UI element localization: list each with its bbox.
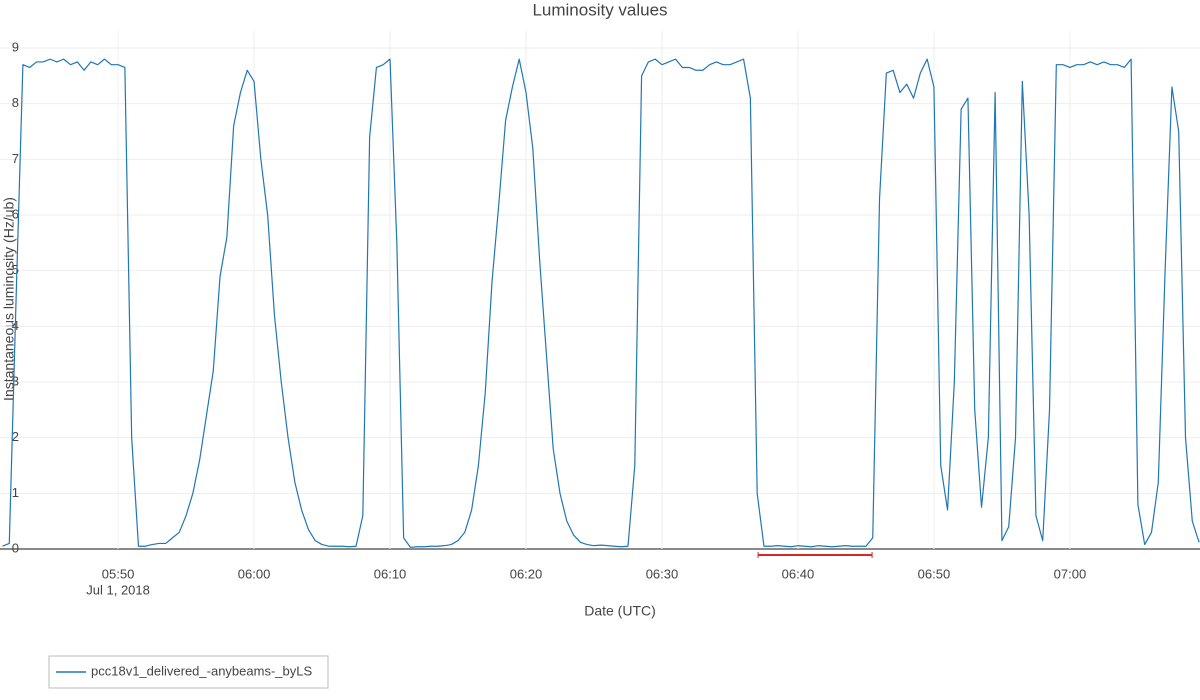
y-tick-label: 2 — [12, 429, 19, 444]
x-tick-label: 06:10 — [374, 566, 407, 581]
y-axis-title: Instantaneous luminosity (Hz/ub) — [1, 197, 17, 401]
x-tick-label: 05:50 — [102, 566, 135, 581]
x-axis-title: Date (UTC) — [584, 603, 656, 619]
y-tick-label: 3 — [12, 373, 19, 388]
x-tick-label: 06:40 — [782, 566, 815, 581]
y-tick-label: 9 — [12, 39, 19, 54]
x-tick-label: 06:20 — [510, 566, 543, 581]
legend-label: pcc18v1_delivered_-anybeams-_byLS — [91, 663, 312, 678]
x-tick-label: 06:00 — [238, 566, 271, 581]
y-tick-label: 5 — [12, 262, 19, 277]
data-line — [2, 58, 1200, 548]
y-tick-label: 7 — [12, 151, 19, 166]
y-tick-label: 6 — [12, 206, 19, 221]
y-tick-label: 8 — [12, 95, 19, 110]
legend-box — [48, 655, 329, 689]
y-tick-label: 0 — [12, 540, 19, 555]
x-tick-label: 06:30 — [646, 566, 679, 581]
y-tick-label: 1 — [12, 485, 19, 500]
chart-title: Luminosity values — [532, 0, 667, 19]
x-tick-label: 07:00 — [1054, 566, 1087, 581]
x-tick-sublabel: Jul 1, 2018 — [86, 582, 150, 597]
x-tick-label: 06:50 — [918, 566, 951, 581]
